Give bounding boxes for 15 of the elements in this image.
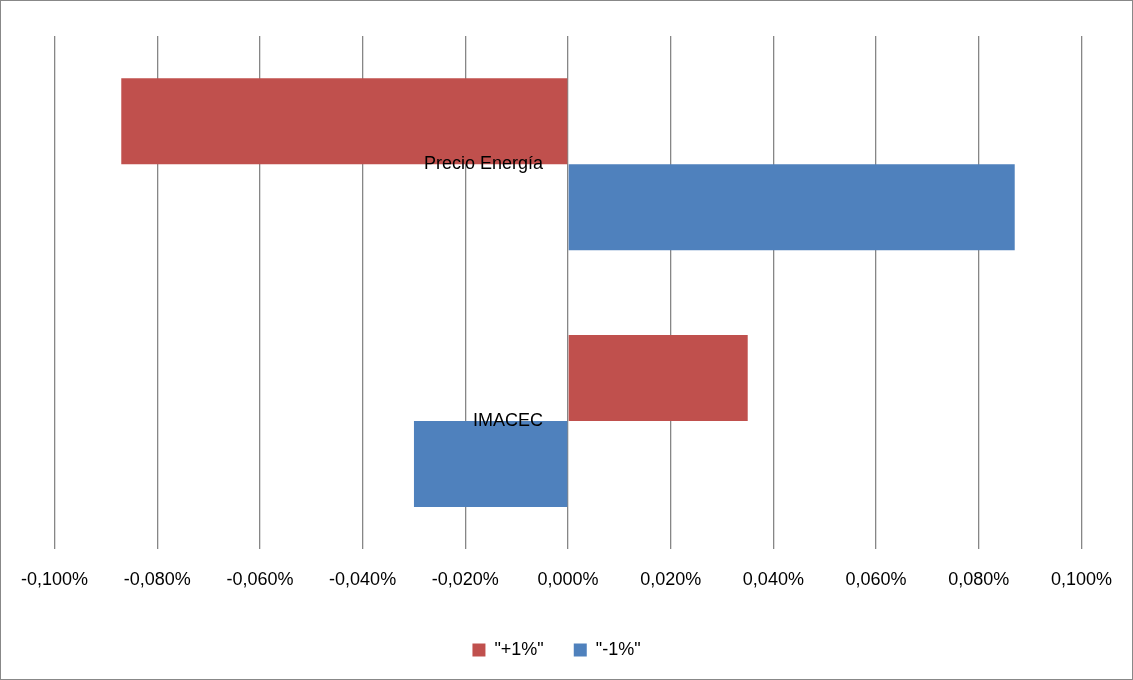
- x-tick-label: 0,060%: [845, 569, 907, 590]
- x-tick-label: 0,000%: [537, 569, 599, 590]
- x-tick-label: 0,080%: [948, 569, 1010, 590]
- x-tick-label: 0,040%: [742, 569, 804, 590]
- x-tick-label: 0,100%: [1050, 569, 1113, 590]
- x-tick-label: -0,020%: [431, 569, 499, 590]
- x-tick-label: -0,060%: [226, 569, 294, 590]
- legend-label: "+1%": [494, 638, 544, 659]
- x-tick-label: -0,100%: [21, 569, 89, 590]
- bar: [568, 335, 748, 422]
- legend-label: "-1%": [595, 638, 641, 659]
- bar: [568, 164, 1015, 251]
- x-tick-label: -0,040%: [329, 569, 397, 590]
- x-tick-label: 0,020%: [640, 569, 702, 590]
- x-tick-label: -0,080%: [123, 569, 191, 590]
